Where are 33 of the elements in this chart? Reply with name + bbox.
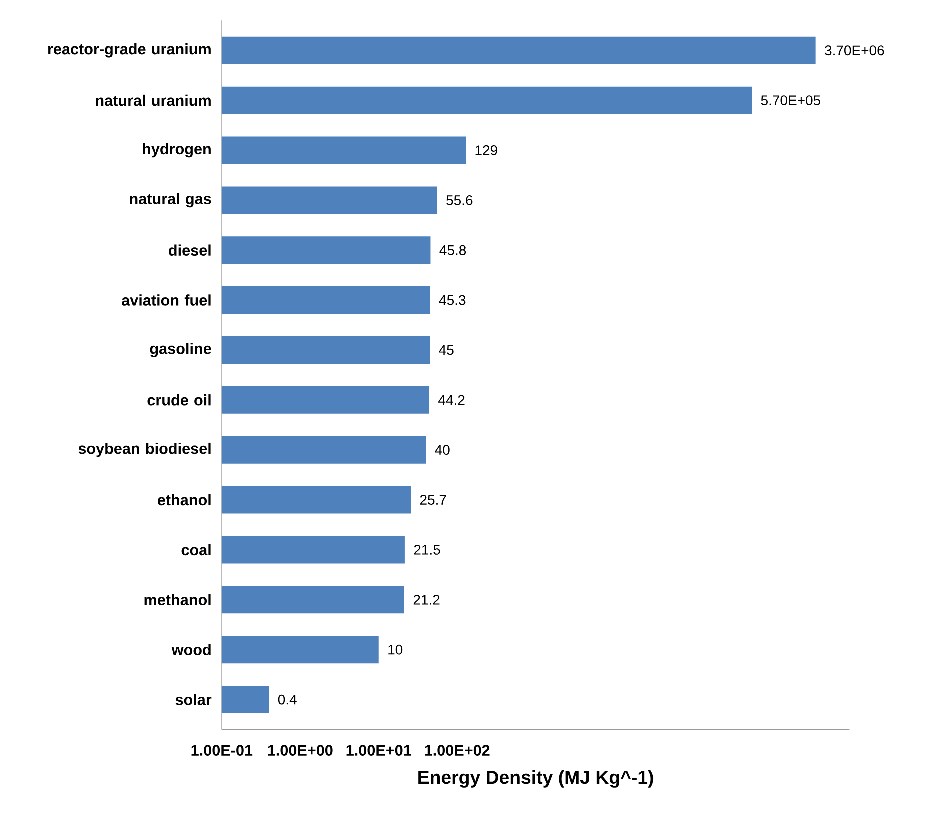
y-tick-label: soybean biodiesel xyxy=(78,443,211,458)
x-tick-label: 1.00E+02 xyxy=(425,745,490,756)
y-tick-label: wood xyxy=(172,644,211,656)
data-label: 129 xyxy=(476,146,498,156)
y-tick-label: aviation fuel xyxy=(122,294,211,306)
y-tick-label: crude oil xyxy=(148,394,211,406)
y-tick-label: hydrogen xyxy=(143,143,211,158)
data-label: 5.70E+05 xyxy=(761,96,820,106)
y-tick-label: diesel xyxy=(169,244,211,256)
data-label: 55.6 xyxy=(446,196,473,206)
x-tick-label: 1.00E+01 xyxy=(346,745,412,756)
y-tick-label: natural gas xyxy=(130,193,212,208)
data-label: 10 xyxy=(388,645,403,655)
data-label: 21.2 xyxy=(414,595,440,605)
data-label: 40 xyxy=(435,445,450,456)
data-label: 45.3 xyxy=(439,295,466,306)
y-tick-label: ethanol xyxy=(158,494,211,506)
data-label: 25.7 xyxy=(420,495,446,506)
y-tick-label: methanol xyxy=(144,594,211,606)
y-tick-label: reactor-grade uranium xyxy=(48,44,211,58)
x-axis-title: Energy Density (MJ Kg^-1) xyxy=(418,770,654,788)
y-tick-label: coal xyxy=(182,544,211,556)
data-label: 3.70E+06 xyxy=(825,46,884,56)
y-tick-label: natural uranium xyxy=(96,95,211,106)
y-tick-label: gasoline xyxy=(150,343,212,358)
data-label: 44.2 xyxy=(438,395,465,406)
data-label: 45.8 xyxy=(440,246,466,256)
data-label: 0.4 xyxy=(278,694,297,705)
y-tick-label: solar xyxy=(176,694,212,706)
x-tick-label: 1.00E-01 xyxy=(192,745,253,756)
data-label: 45 xyxy=(439,346,454,356)
x-tick-label: 1.00E+00 xyxy=(268,745,333,756)
data-label: 21.5 xyxy=(414,545,440,556)
